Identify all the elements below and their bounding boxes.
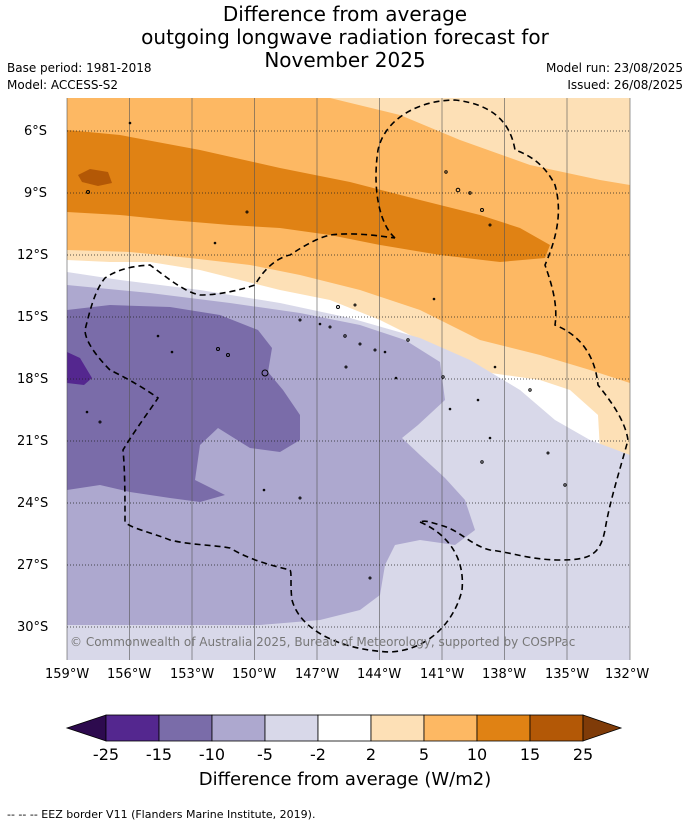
anomaly-field (67, 98, 630, 660)
lat-label: 21°S (17, 434, 49, 449)
lat-label: 18°S (17, 372, 49, 387)
band-neg-10-15 (67, 305, 300, 502)
colorbar-label: -2 (310, 745, 326, 764)
colorbar-label: 10 (466, 745, 488, 764)
lat-label: 15°S (17, 310, 49, 325)
title-line-2: outgoing longwave radiation forecast for (141, 25, 549, 49)
lon-label: 141°W (420, 667, 465, 682)
lon-label: 147°W (295, 667, 340, 682)
lon-label: 144°W (357, 667, 402, 682)
eez-footnote: -- -- -- EEZ border V11 (Flanders Marine… (7, 808, 316, 821)
colorbar-swatch (476, 714, 531, 742)
lat-label: 9°S (24, 186, 48, 201)
base-period: Base period: 1981-2018 (7, 61, 152, 75)
lon-label: 150°W (232, 667, 277, 682)
copyright-notice: © Commonwealth of Australia 2025, Bureau… (70, 635, 576, 649)
lon-label: 153°W (170, 667, 215, 682)
colorbar-label: 15 (519, 745, 541, 764)
lat-label: 12°S (17, 248, 49, 263)
colorbar-swatch (529, 714, 584, 742)
lat-label: 6°S (24, 124, 48, 139)
colorbar-label: -15 (145, 745, 173, 764)
lat-label: 27°S (17, 558, 49, 573)
lat-label: 24°S (17, 496, 49, 511)
colorbar-label: -5 (257, 745, 273, 764)
band-neg-15-25 (67, 352, 92, 385)
islands (85, 121, 567, 580)
colorbar-label: -25 (92, 745, 120, 764)
band-15-25 (78, 169, 112, 186)
lon-label: 159°W (45, 667, 90, 682)
issued-date: Issued: 26/08/2025 (567, 78, 683, 92)
title-line-3: November 2025 (264, 48, 426, 72)
colorbar-swatch (423, 714, 478, 742)
colorbar-swatch (105, 714, 160, 742)
colorbar-label: 5 (418, 745, 430, 764)
lon-label: 132°W (605, 667, 650, 682)
colorbar-label: 2 (365, 745, 377, 764)
colorbar (65, 714, 623, 742)
colorbar-extend-low (65, 714, 107, 742)
colorbar-extend-high (582, 714, 623, 742)
colorbar-title: Difference from average (W/m2) (198, 769, 492, 790)
colorbar-swatch (264, 714, 319, 742)
lon-label: 138°W (482, 667, 527, 682)
model-name: Model: ACCESS-S2 (7, 78, 119, 92)
colorbar-label: 25 (572, 745, 594, 764)
map-latlines (67, 130, 630, 628)
colorbar-swatch (370, 714, 425, 742)
colorbar-swatch (317, 714, 372, 742)
model-run: Model run: 23/08/2025 (545, 61, 683, 75)
lon-label: 156°W (107, 667, 152, 682)
band-10-15 (67, 130, 550, 262)
colorbar-swatch (158, 714, 213, 742)
title-line-1: Difference from average (222, 2, 468, 26)
colorbar-label: -10 (198, 745, 226, 764)
lon-label: 135°W (545, 667, 590, 682)
colorbar-swatch (211, 714, 266, 742)
eez-border (84, 99, 629, 653)
lat-label: 30°S (17, 620, 49, 635)
